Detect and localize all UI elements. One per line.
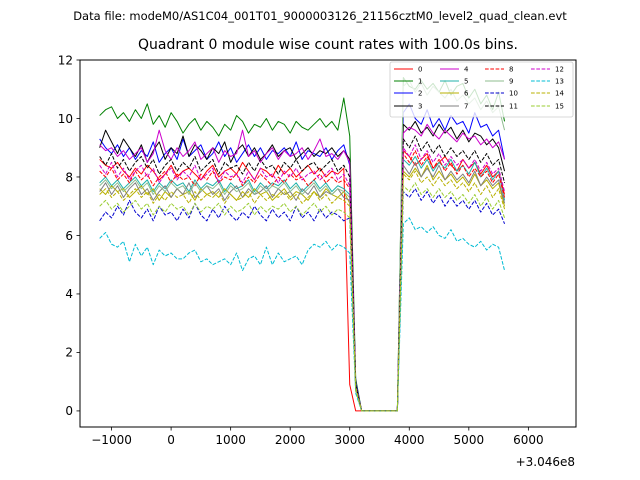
legend-label-2: 2 bbox=[418, 90, 422, 98]
legend-label-11: 11 bbox=[509, 103, 518, 111]
x-tick-label: 1000 bbox=[215, 433, 246, 447]
series-line-7 bbox=[99, 161, 506, 412]
series-line-5 bbox=[99, 156, 506, 412]
x-tick-label: 6000 bbox=[513, 433, 544, 447]
legend-label-10: 10 bbox=[509, 90, 518, 98]
series-line-14 bbox=[99, 170, 506, 412]
y-tick-label: 12 bbox=[58, 53, 73, 67]
y-axis: 0 2 4 6 8 10 12 bbox=[58, 53, 80, 418]
legend-label-12: 12 bbox=[555, 66, 564, 74]
legend-label-9: 9 bbox=[509, 78, 513, 86]
legend-label-13: 13 bbox=[555, 78, 564, 86]
x-tick-label: 3000 bbox=[334, 433, 365, 447]
x-offset-label: +3.046e8 bbox=[516, 455, 575, 469]
x-axis: −1000 0 1000 2000 3000 4000 5000 6000 bbox=[91, 427, 544, 447]
legend-label-4: 4 bbox=[464, 66, 469, 74]
series-line-11 bbox=[99, 135, 506, 412]
series-line-3 bbox=[99, 120, 506, 412]
legend-label-15: 15 bbox=[555, 103, 564, 111]
series-line-4 bbox=[99, 123, 506, 412]
x-tick-label: 2000 bbox=[275, 433, 306, 447]
legend-label-7: 7 bbox=[464, 103, 468, 111]
series-line-15 bbox=[99, 182, 506, 412]
legend-label-0: 0 bbox=[418, 66, 422, 74]
x-tick-label: 0 bbox=[167, 433, 175, 447]
x-tick-label: 4000 bbox=[394, 433, 425, 447]
legend-label-14: 14 bbox=[555, 90, 564, 98]
series-line-10 bbox=[99, 188, 506, 412]
series-line-12 bbox=[99, 144, 506, 412]
legend-label-5: 5 bbox=[464, 78, 468, 86]
legend-label-1: 1 bbox=[418, 78, 422, 86]
series-line-13 bbox=[99, 217, 506, 412]
y-tick-label: 6 bbox=[65, 229, 73, 243]
axes-frame bbox=[79, 59, 577, 428]
y-tick-label: 2 bbox=[65, 346, 73, 360]
legend-label-8: 8 bbox=[509, 66, 513, 74]
series-line-2 bbox=[99, 103, 506, 412]
legend-label-6: 6 bbox=[464, 90, 469, 98]
y-tick-label: 10 bbox=[58, 112, 73, 126]
series-line-8 bbox=[99, 150, 506, 412]
y-tick-label: 4 bbox=[65, 287, 73, 301]
legend-label-3: 3 bbox=[418, 103, 422, 111]
x-tick-label: −1000 bbox=[91, 433, 132, 447]
suptitle: Data file: modeM0/AS1C04_001T01_90000031… bbox=[73, 9, 567, 23]
legend-frame bbox=[389, 61, 574, 118]
y-tick-label: 8 bbox=[65, 170, 73, 184]
chart-title: Quadrant 0 module wise count rates with … bbox=[138, 37, 518, 53]
y-tick-label: 0 bbox=[65, 404, 73, 418]
x-tick-label: 5000 bbox=[454, 433, 485, 447]
